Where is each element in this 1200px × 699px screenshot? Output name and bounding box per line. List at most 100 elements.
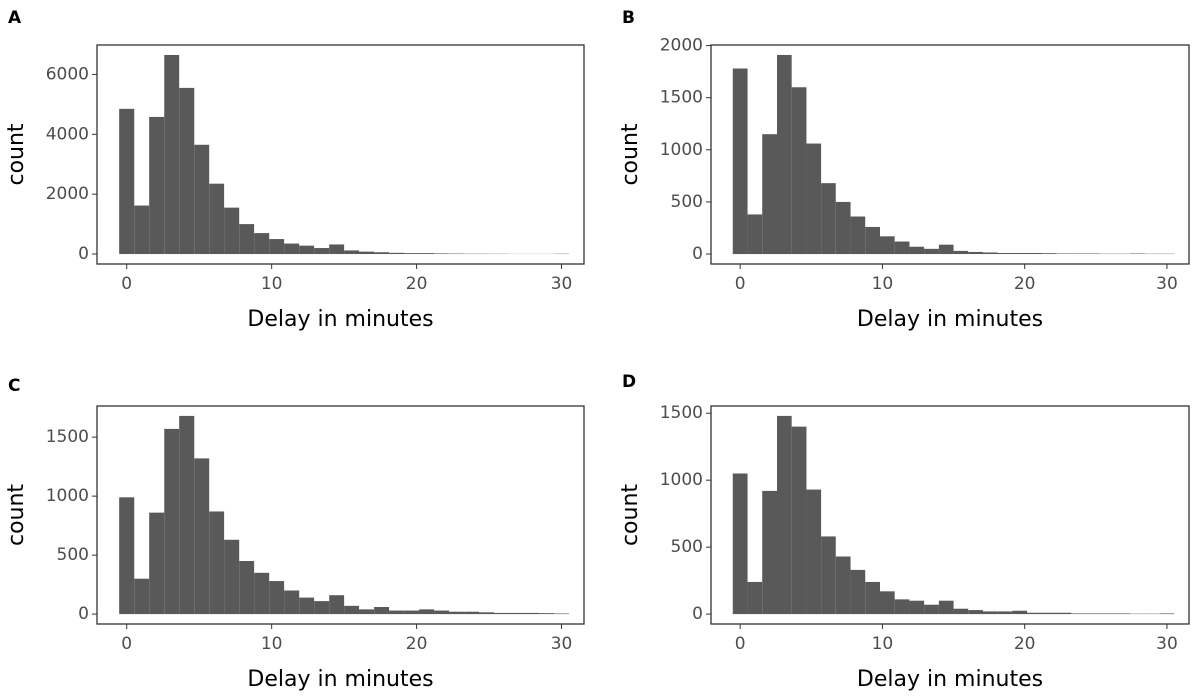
bar (329, 244, 344, 254)
bar (479, 612, 494, 614)
x-tick-label: 0 (735, 274, 746, 294)
bar (762, 491, 777, 614)
bar (1057, 254, 1072, 255)
bar (836, 202, 851, 254)
y-tick-label: 4000 (46, 124, 89, 144)
bar (254, 573, 269, 614)
bar (865, 227, 880, 254)
bar (1012, 611, 1027, 614)
bar (1057, 613, 1072, 614)
bar (269, 239, 284, 254)
bar (509, 613, 524, 614)
bar (954, 609, 969, 614)
bar (1027, 253, 1042, 254)
bar (299, 246, 314, 254)
bar (404, 611, 419, 615)
bar (1042, 253, 1057, 254)
bar (968, 610, 983, 614)
bar (239, 224, 254, 254)
x-tick-label: 30 (1156, 274, 1178, 294)
bar (164, 55, 179, 254)
bar (1071, 613, 1086, 614)
x-tick-label: 20 (1014, 274, 1036, 294)
bar (748, 582, 763, 614)
y-axis-label: count (618, 123, 643, 185)
bar (924, 249, 939, 254)
bar (344, 250, 359, 254)
bar (983, 611, 998, 614)
x-tick-label: 10 (872, 634, 894, 654)
bar (134, 206, 149, 254)
bar (792, 87, 807, 254)
bar (194, 145, 209, 254)
bar (419, 253, 434, 254)
bar (895, 242, 910, 255)
bar (939, 601, 954, 614)
bar (880, 236, 895, 254)
bar (284, 590, 299, 614)
y-axis-label: count (4, 123, 29, 185)
bar (494, 613, 509, 614)
panel-label: D (622, 372, 636, 392)
bar (359, 609, 374, 614)
bar (224, 540, 239, 614)
panel-label: C (8, 376, 20, 396)
bar (880, 591, 895, 614)
bar (1086, 613, 1101, 614)
bar (149, 117, 164, 254)
x-tick-label: 20 (406, 634, 428, 654)
bar (762, 134, 777, 254)
bar (1160, 613, 1175, 614)
bar (806, 144, 821, 254)
bar (149, 513, 164, 614)
bar (733, 69, 748, 255)
bar (1071, 254, 1086, 255)
bar (909, 247, 924, 254)
x-tick-label: 0 (121, 274, 132, 294)
bar (269, 581, 284, 614)
bar (419, 609, 434, 614)
y-tick-label: 1000 (46, 486, 89, 506)
bar (1086, 254, 1101, 255)
bar (792, 427, 807, 614)
bar (954, 251, 969, 254)
y-axis-label: count (618, 484, 643, 546)
bar (434, 611, 449, 615)
bar (895, 599, 910, 614)
bar (777, 55, 792, 254)
bar (1130, 254, 1145, 255)
bar (179, 88, 194, 254)
bar (554, 614, 569, 615)
x-tick-label: 20 (1014, 634, 1036, 654)
bar (464, 612, 479, 614)
bar (224, 208, 239, 254)
y-tick-label: 0 (78, 244, 89, 264)
bar (539, 613, 554, 614)
bar (806, 490, 821, 615)
y-tick-label: 500 (57, 545, 89, 565)
bar (329, 595, 344, 614)
bar (821, 183, 836, 254)
bar (449, 612, 464, 614)
x-tick-label: 10 (261, 274, 283, 294)
y-tick-label: 2000 (46, 184, 89, 204)
bar (748, 214, 763, 254)
bar (524, 613, 539, 614)
y-tick-label: 1000 (660, 140, 703, 160)
y-tick-label: 1500 (46, 427, 89, 447)
bar (998, 253, 1013, 254)
bar (179, 416, 194, 614)
bar (209, 184, 224, 254)
x-tick-label: 30 (551, 274, 573, 294)
bar (434, 253, 449, 254)
y-tick-label: 500 (671, 537, 703, 557)
bar (134, 579, 149, 614)
x-tick-label: 0 (121, 634, 132, 654)
bar (851, 570, 866, 614)
bar (359, 252, 374, 254)
bar (1012, 253, 1027, 254)
x-axis-label: Delay in minutes (857, 667, 1043, 692)
y-tick-label: 1500 (660, 88, 703, 108)
bar (389, 611, 404, 615)
y-tick-label: 2000 (660, 36, 703, 56)
